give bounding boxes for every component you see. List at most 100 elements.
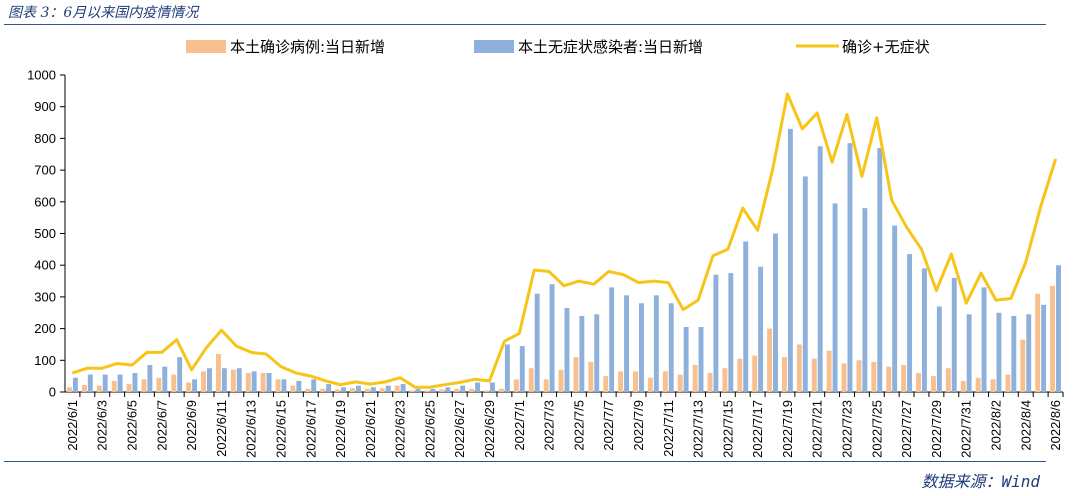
bar-confirmed (186, 382, 192, 392)
x-tick-label: 2022/7/11 (661, 400, 676, 457)
bar-asymptomatic (117, 374, 123, 392)
bar-confirmed (350, 388, 355, 392)
bar-asymptomatic (236, 368, 242, 392)
x-tick-label: 2022/6/13 (244, 400, 259, 458)
x-tick-label: 2022/6/23 (393, 400, 408, 458)
bar-asymptomatic (653, 295, 659, 392)
bar-asymptomatic (624, 295, 629, 392)
bar-asymptomatic (594, 314, 600, 392)
chart-legend: 本土确诊病例:当日新增 本土无症状感染者:当日新增 确诊+无症状 (186, 38, 930, 56)
bar-asymptomatic (936, 306, 942, 392)
bar-asymptomatic (221, 368, 227, 392)
bar-asymptomatic (490, 382, 495, 392)
bar-asymptomatic (192, 379, 198, 392)
bar-asymptomatic (713, 274, 719, 392)
bar-confirmed (290, 385, 296, 392)
x-tick-label: 2022/7/5 (571, 400, 586, 451)
x-tick-label: 2022/7/7 (601, 400, 616, 451)
bar-asymptomatic (1041, 304, 1047, 392)
bar-confirmed (677, 374, 683, 392)
bar-asymptomatic (668, 303, 674, 392)
x-tick-label: 2022/7/3 (542, 400, 557, 451)
bar-asymptomatic (132, 372, 138, 392)
bar-confirmed (811, 358, 817, 392)
bar-confirmed (826, 350, 832, 392)
bar-asymptomatic (862, 208, 868, 392)
bar-asymptomatic (609, 287, 615, 392)
bar-confirmed (379, 388, 385, 392)
bar-asymptomatic (564, 307, 570, 392)
bar-confirmed (662, 371, 668, 392)
bar-asymptomatic (758, 266, 764, 392)
bar-confirmed (1020, 339, 1026, 392)
bar-confirmed (796, 344, 802, 392)
bar-confirmed (737, 358, 743, 392)
legend-swatch-asymptomatic (474, 40, 514, 53)
bar-asymptomatic (996, 312, 1002, 392)
x-tick-label: 2022/6/17 (303, 400, 318, 458)
bar-asymptomatic (326, 384, 332, 392)
bar-confirmed (528, 368, 534, 392)
bar-confirmed (1005, 374, 1011, 392)
x-tick-label: 2022/7/25 (869, 400, 884, 458)
bar-confirmed (558, 369, 564, 392)
bar-asymptomatic (728, 273, 734, 392)
bar-asymptomatic (802, 176, 808, 392)
bar-asymptomatic (981, 287, 987, 392)
bar-confirmed (603, 376, 609, 392)
bar-confirmed (171, 374, 177, 392)
x-tick-label: 2022/7/17 (750, 400, 765, 458)
line-layer (71, 92, 1058, 389)
y-tick-label: 300 (34, 289, 56, 304)
bar-confirmed (647, 377, 653, 392)
bar-asymptomatic (102, 374, 108, 392)
bar-confirmed (901, 365, 907, 392)
bar-confirmed (499, 388, 504, 392)
bar-asymptomatic (296, 380, 302, 392)
bar-confirmed (305, 388, 311, 392)
y-axis: 0 100 200 300 400 500 600 700 800 900 1000 (27, 68, 66, 400)
x-tick-label: 2022/6/29 (482, 400, 497, 458)
bar-confirmed (945, 368, 951, 392)
bar-asymptomatic (385, 385, 391, 392)
y-tick-label: 400 (34, 258, 56, 273)
bar-asymptomatic (892, 225, 898, 392)
bar-asymptomatic (162, 366, 168, 392)
bar-asymptomatic (207, 368, 212, 392)
bar-confirmed (469, 388, 475, 392)
bar-confirmed (230, 369, 236, 392)
bar-asymptomatic (951, 277, 957, 392)
bar-confirmed (201, 371, 207, 392)
bar-confirmed (439, 389, 445, 392)
x-tick-label: 2022/6/27 (452, 400, 467, 458)
bar-asymptomatic (430, 388, 436, 392)
bar-asymptomatic (341, 387, 346, 392)
bar-asymptomatic (415, 388, 421, 392)
y-tick-label: 700 (34, 163, 56, 178)
bar-asymptomatic (832, 203, 838, 392)
x-tick-label: 2022/6/9 (184, 400, 199, 451)
y-tick-label: 900 (34, 99, 56, 114)
bar-confirmed (856, 360, 862, 392)
y-tick-label: 500 (34, 226, 56, 241)
x-tick-label: 2022/8/2 (988, 400, 1003, 451)
bar-confirmed (513, 379, 519, 392)
bar-asymptomatic (355, 385, 361, 392)
bar-confirmed (275, 379, 281, 392)
x-tick-label: 2022/6/21 (363, 400, 378, 458)
bar-asymptomatic (847, 143, 853, 392)
bar-asymptomatic (266, 372, 272, 392)
bar-asymptomatic (311, 379, 317, 392)
bar-confirmed (1035, 293, 1041, 392)
bar-confirmed (81, 385, 87, 392)
x-tick-label: 2022/6/15 (273, 400, 288, 458)
x-tick-label: 2022/6/19 (333, 400, 348, 458)
legend-label-confirmed: 本土确诊病例:当日新增 (230, 38, 385, 56)
y-tick-label: 0 (49, 385, 56, 400)
bar-confirmed (990, 379, 996, 392)
bar-asymptomatic (787, 128, 793, 392)
bar-asymptomatic (638, 303, 644, 392)
bar-confirmed (767, 328, 773, 392)
bar-confirmed (335, 389, 341, 392)
